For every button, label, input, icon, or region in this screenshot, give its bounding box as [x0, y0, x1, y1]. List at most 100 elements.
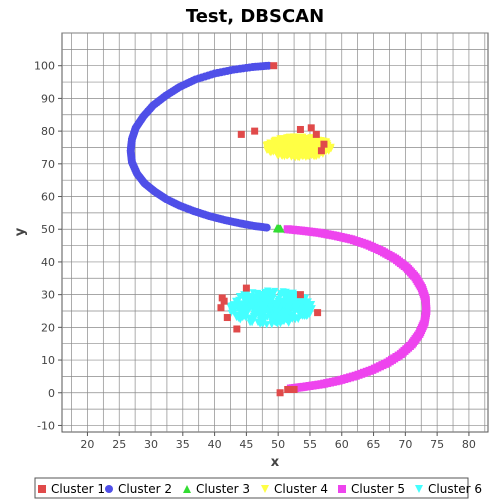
cluster-blob-point — [243, 307, 251, 315]
cluster-blob-point — [234, 314, 242, 322]
cluster-blob-point — [282, 312, 290, 320]
legend-label: Cluster 5 — [351, 482, 405, 496]
legend-label: Cluster 3 — [196, 482, 250, 496]
noise-point — [312, 130, 320, 138]
y-tick-label: 40 — [41, 256, 55, 269]
x-tick-label: 70 — [398, 438, 412, 451]
y-tick-label: 80 — [41, 125, 55, 138]
cluster-blob-point — [304, 145, 312, 153]
noise-point — [251, 127, 259, 135]
legend-marker — [338, 485, 346, 493]
cluster-blob-point — [226, 304, 234, 312]
cluster-blob-point — [256, 311, 264, 319]
cluster-blob-point — [290, 146, 298, 154]
cluster-blob-point — [298, 310, 306, 318]
chart-title: Test, DBSCAN — [186, 6, 324, 27]
y-tick-label: 90 — [41, 92, 55, 105]
x-tick-label: 20 — [80, 438, 94, 451]
cluster-blob-point — [263, 321, 271, 329]
cluster-blob-point — [307, 134, 315, 142]
cluster-blob-point — [271, 301, 279, 309]
cluster-blob-point — [324, 146, 332, 154]
x-tick-label: 65 — [367, 438, 381, 451]
cluster-blob-point — [271, 287, 279, 295]
y-tick-label: -10 — [37, 419, 55, 432]
x-tick-label: 40 — [208, 438, 222, 451]
x-tick-label: 80 — [462, 438, 476, 451]
cluster-blob-point — [268, 318, 276, 326]
cluster-blob-point — [285, 303, 293, 311]
x-tick-label: 30 — [144, 438, 158, 451]
legend-label: Cluster 1 — [51, 482, 105, 496]
legend-label: Cluster 6 — [428, 482, 482, 496]
data-points — [126, 61, 431, 397]
legend-marker — [183, 485, 191, 493]
cluster-blob-point — [287, 142, 295, 150]
y-axis-label: y — [13, 227, 28, 236]
cluster-blob-point — [272, 146, 280, 154]
legend-items: Cluster 1 Cluster 2 Cluster 3 Cluster 4 Clus… — [38, 482, 482, 496]
cluster-blob-point — [293, 151, 301, 159]
cluster-blob-point — [299, 144, 307, 152]
cluster-blob-point — [264, 289, 272, 297]
cluster-blob-point — [305, 139, 313, 147]
cluster-blob-point — [252, 306, 260, 314]
cluster-blob-point — [302, 307, 310, 315]
cluster-blob-point — [275, 152, 283, 160]
legend-marker — [38, 485, 46, 493]
plot-background — [61, 32, 489, 433]
cluster-blob-point — [246, 319, 254, 327]
x-axis-label: x — [271, 455, 280, 470]
cluster-blob-point — [261, 315, 269, 323]
noise-point — [223, 314, 231, 322]
cluster-blob-point — [288, 290, 296, 298]
cluster-blob-point — [266, 148, 274, 156]
legend-marker — [415, 485, 423, 493]
cluster-blob-point — [302, 298, 310, 306]
cluster-blob-point — [246, 304, 254, 312]
cluster-blob-point — [291, 296, 299, 304]
cluster-blob-point — [264, 141, 272, 149]
noise-point — [307, 124, 315, 132]
x-tick-label: 45 — [239, 438, 253, 451]
cluster-blob-point — [249, 289, 257, 297]
x-tick-label: 55 — [303, 438, 317, 451]
cluster-blob-point — [262, 300, 270, 308]
cluster-blob-point — [249, 298, 257, 306]
data-point — [262, 223, 271, 232]
cluster-blob-point — [232, 297, 240, 305]
noise-point — [320, 140, 328, 148]
noise-point — [317, 147, 325, 155]
noise-point — [296, 291, 304, 299]
cluster-blob-point — [258, 320, 266, 328]
legend: Cluster 1 Cluster 2 Cluster 3 Cluster 4 Clus… — [34, 477, 482, 499]
cluster-blob-point — [276, 290, 284, 298]
noise-point — [220, 297, 228, 305]
cluster-blob-point — [273, 137, 281, 145]
legend-marker — [261, 485, 269, 493]
legend-label: Cluster 2 — [118, 482, 172, 496]
cluster-blob-point — [279, 142, 287, 150]
cluster-blob-point — [270, 312, 278, 320]
cluster-blob-point — [257, 292, 265, 300]
cluster-blob-point — [291, 304, 299, 312]
grid-lines — [62, 32, 488, 432]
cluster-blob-point — [250, 310, 258, 318]
tick-labels: 20 25 30 35 40 45 50 55 60 65 70 75 80 -10 0 10 20 30 40 50… — [34, 60, 476, 451]
y-tick-label: 30 — [41, 289, 55, 302]
legend-marker — [105, 485, 113, 493]
noise-point — [270, 62, 278, 70]
cluster-blob-point — [279, 317, 287, 325]
cluster-blob-point — [297, 133, 305, 141]
x-tick-label: 25 — [112, 438, 126, 451]
cluster-blob-point — [305, 152, 313, 160]
noise-point — [237, 130, 245, 138]
cluster-blob-point — [235, 293, 243, 301]
cluster-blob-point — [298, 152, 306, 160]
noise-point — [296, 125, 304, 133]
cluster-blob-point — [288, 315, 296, 323]
noise-point — [276, 389, 284, 397]
cluster-blob-point — [305, 309, 313, 317]
noise-point — [233, 325, 241, 333]
